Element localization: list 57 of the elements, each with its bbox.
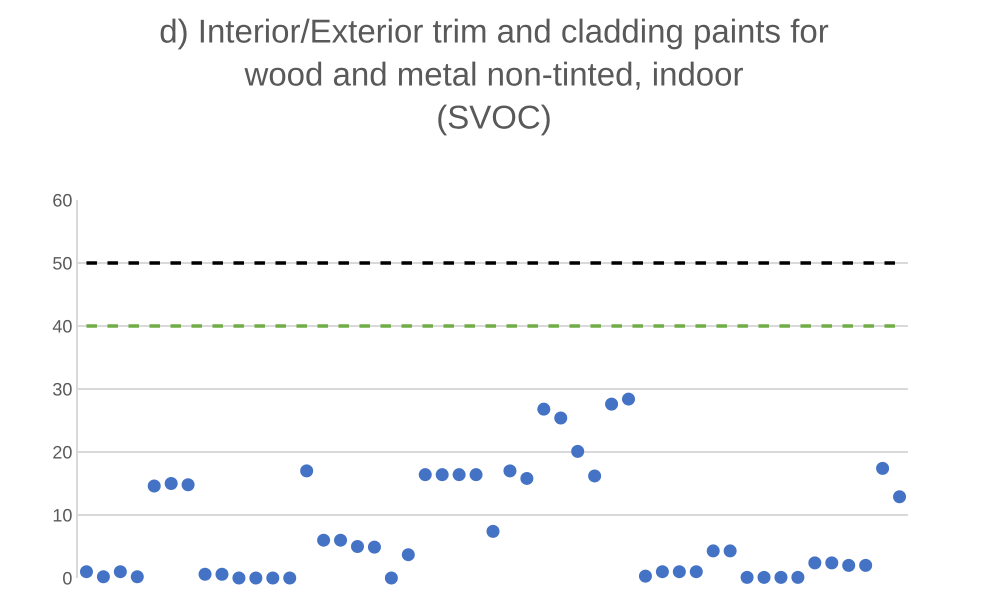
point — [350, 540, 364, 553]
point — [232, 572, 246, 584]
point — [114, 565, 127, 578]
point — [825, 556, 838, 570]
point — [334, 534, 348, 547]
point — [656, 565, 669, 578]
point — [503, 464, 516, 478]
point — [198, 568, 212, 581]
point — [791, 570, 804, 584]
point — [470, 468, 483, 482]
point — [571, 444, 584, 458]
point — [774, 570, 788, 584]
point — [622, 392, 636, 406]
point — [80, 565, 93, 578]
point — [249, 572, 262, 584]
point — [402, 548, 415, 562]
point — [164, 477, 178, 490]
point — [876, 462, 890, 475]
point — [283, 572, 296, 584]
point — [452, 468, 466, 482]
point — [690, 565, 703, 578]
point — [317, 534, 330, 547]
y-tick-label: 20 — [52, 442, 72, 462]
point — [215, 568, 228, 581]
y-tick-label: 50 — [52, 253, 72, 274]
point — [554, 411, 568, 424]
y-tick-label: 60 — [52, 190, 72, 210]
point — [758, 570, 771, 584]
point — [300, 464, 314, 478]
y-tick-label: 30 — [52, 379, 72, 400]
point — [893, 490, 906, 504]
point — [96, 570, 110, 584]
point — [130, 570, 144, 584]
point — [266, 572, 280, 584]
point — [842, 558, 856, 572]
point — [486, 524, 500, 538]
point — [148, 480, 161, 493]
point — [724, 544, 737, 558]
point — [605, 398, 618, 411]
y-tick-label: 10 — [52, 505, 72, 526]
point — [588, 469, 602, 482]
chart-title: d) Interior/Exterior trim and cladding paints for wood and metal non-tinted, indoor (SVOC) — [159, 12, 829, 136]
point — [672, 565, 686, 578]
point — [520, 472, 534, 485]
point — [740, 570, 754, 584]
point — [638, 570, 652, 583]
point — [368, 540, 381, 554]
point — [808, 556, 822, 570]
point — [418, 468, 432, 482]
point — [384, 572, 398, 584]
y-tick-label: 0 — [62, 568, 72, 588]
point — [182, 478, 195, 492]
point — [436, 468, 449, 482]
point — [537, 402, 550, 416]
y-tick-label: 40 — [52, 316, 72, 336]
point — [706, 544, 720, 558]
point — [859, 558, 872, 572]
